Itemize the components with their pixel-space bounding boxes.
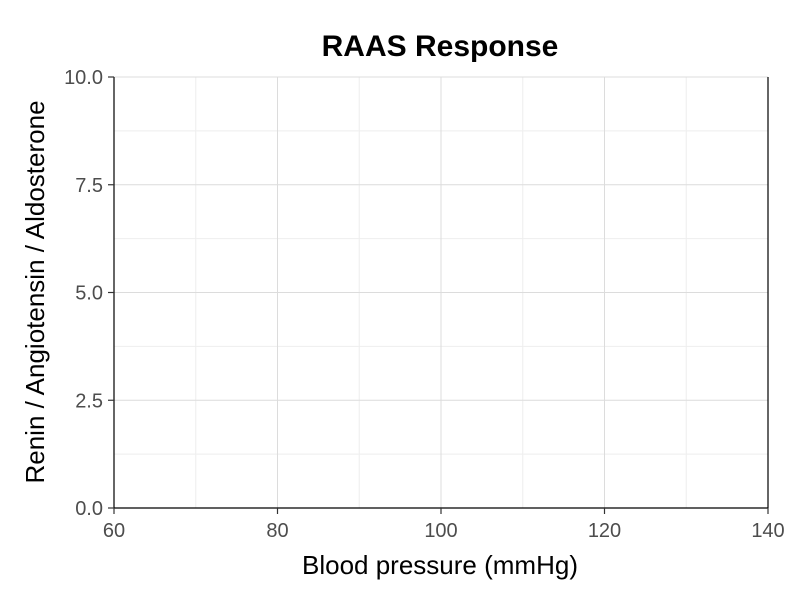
y-tick-label: 2.5	[75, 390, 103, 412]
x-tick-label: 140	[751, 520, 784, 542]
y-tick-label: 7.5	[75, 175, 103, 197]
x-tick-label: 60	[103, 520, 125, 542]
x-axis-title: Blood pressure (mmHg)	[302, 550, 578, 580]
x-tick-label: 100	[424, 520, 457, 542]
y-axis-title: Renin / Angiotensin / Aldosterone	[20, 100, 50, 483]
y-tick-label: 10.0	[64, 67, 103, 89]
ticks-layer: 60 80 100 120 140 0.0 2.5 5.0 7.5 10.0	[64, 67, 785, 542]
x-tick-label: 80	[266, 520, 288, 542]
chart-title: RAAS Response	[322, 30, 559, 63]
y-tick-label: 0.0	[75, 498, 103, 520]
y-tick-label: 5.0	[75, 283, 103, 305]
x-tick-label: 120	[588, 520, 621, 542]
